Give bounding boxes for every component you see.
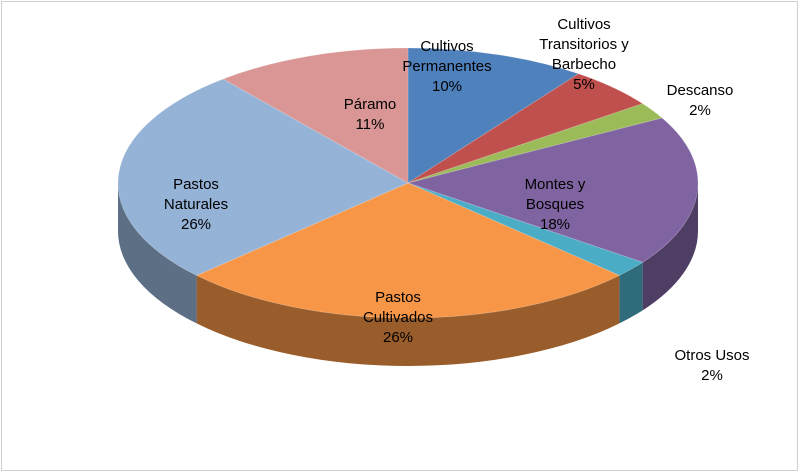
category-label: Cultivos Transitorios y Barbecho [539, 16, 629, 73]
data-label: Otros Usos 2% [657, 346, 767, 386]
category-label: Pastos Cultivados [362, 289, 434, 326]
category-label: Descanso [666, 82, 734, 99]
data-label: Pastos Naturales 26% [141, 175, 251, 235]
data-label: Descanso 2% [645, 81, 755, 121]
value-label: 2% [689, 102, 711, 119]
category-label: Otros Usos [674, 347, 750, 364]
slice [117, 78, 410, 276]
data-label: Pastos Cultivados 26% [343, 288, 453, 348]
slice [406, 117, 699, 263]
data-label: Cultivos Transitorios y Barbecho 5% [519, 15, 649, 95]
value-label: 26% [180, 216, 212, 233]
slice [407, 73, 644, 184]
slice-side [196, 275, 620, 366]
slice-side [118, 183, 197, 324]
slice [221, 47, 409, 184]
data-label: Páramo 11% [315, 95, 425, 135]
pie-tops [117, 47, 699, 319]
data-label: Montes y Bosques 18% [500, 175, 610, 235]
value-label: 26% [382, 329, 414, 346]
slice [407, 47, 580, 184]
value-label: 10% [431, 78, 463, 95]
category-label: Cultivos Permanentes [402, 38, 492, 75]
category-label: Montes y Bosques [524, 176, 586, 213]
category-label: Pastos Naturales [163, 176, 229, 213]
slice [407, 103, 664, 184]
slice-side [642, 183, 698, 311]
data-label: Cultivos Permanentes 10% [392, 37, 502, 97]
slice-side [619, 262, 643, 324]
value-label: 11% [355, 116, 385, 133]
value-label: 5% [573, 76, 595, 93]
category-label: Páramo [343, 96, 397, 113]
slice [407, 182, 644, 276]
value-label: 2% [701, 367, 723, 384]
value-label: 18% [539, 216, 571, 233]
pie-sides [118, 183, 698, 366]
slice [195, 182, 621, 319]
